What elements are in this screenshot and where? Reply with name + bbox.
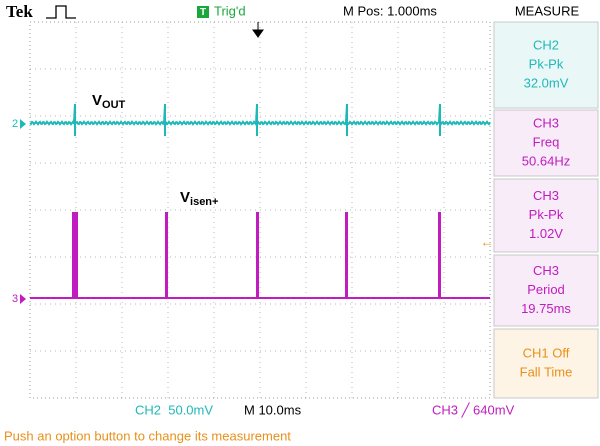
timebase: M 10.0ms [244, 402, 302, 417]
measurement-line: 50.64Hz [522, 153, 570, 168]
visen-sub: isen+ [190, 196, 218, 208]
measurement-line: CH2 [533, 37, 559, 52]
measurement-line: CH1 Off [523, 345, 570, 360]
brand: Tek [6, 2, 33, 21]
ch2-marker: 2 [12, 118, 18, 130]
vout-main: V [92, 92, 102, 109]
horizontal-position: M Pos: 1.000ms [343, 3, 437, 18]
trigger-state: Trig'd [214, 3, 246, 18]
measurement-line: CH3 [533, 263, 559, 278]
visen-main: V [180, 189, 190, 206]
measurement-line: Period [527, 282, 565, 297]
measurement-line: 1.02V [529, 226, 563, 241]
status-message: Push an option button to change its meas… [4, 428, 291, 443]
oscilloscope-screen: Tek T Trig'd M Pos: 1.000ms MEASURE ← 2 … [0, 0, 600, 446]
measurement-line: CH3 [533, 115, 559, 130]
ch2-scale: CH2 50.0mV [135, 402, 213, 417]
measurement-line: Fall Time [520, 364, 573, 379]
ch3-trigger: CH3 ╱ 640mV [432, 401, 515, 418]
measurement-line: 19.75ms [521, 301, 571, 316]
measurement-line: CH3 [533, 188, 559, 203]
measurement-line: Pk-Pk [529, 207, 564, 222]
measurement-panel: CH2 Pk-Pk 32.0mV CH3 Freq 50.64Hz CH3 Pk-Pk 1.02… [494, 22, 598, 398]
vout-sub: OUT [102, 99, 126, 111]
measurement-line: Freq [533, 134, 560, 149]
trigger-badge: T [200, 7, 206, 18]
measurement-line: Pk-Pk [529, 56, 564, 71]
menu-title: MEASURE [515, 3, 580, 18]
measurement-line: 32.0mV [524, 75, 569, 90]
ch3-marker: 3 [12, 293, 18, 305]
trigger-level-marker: ← [480, 234, 494, 250]
